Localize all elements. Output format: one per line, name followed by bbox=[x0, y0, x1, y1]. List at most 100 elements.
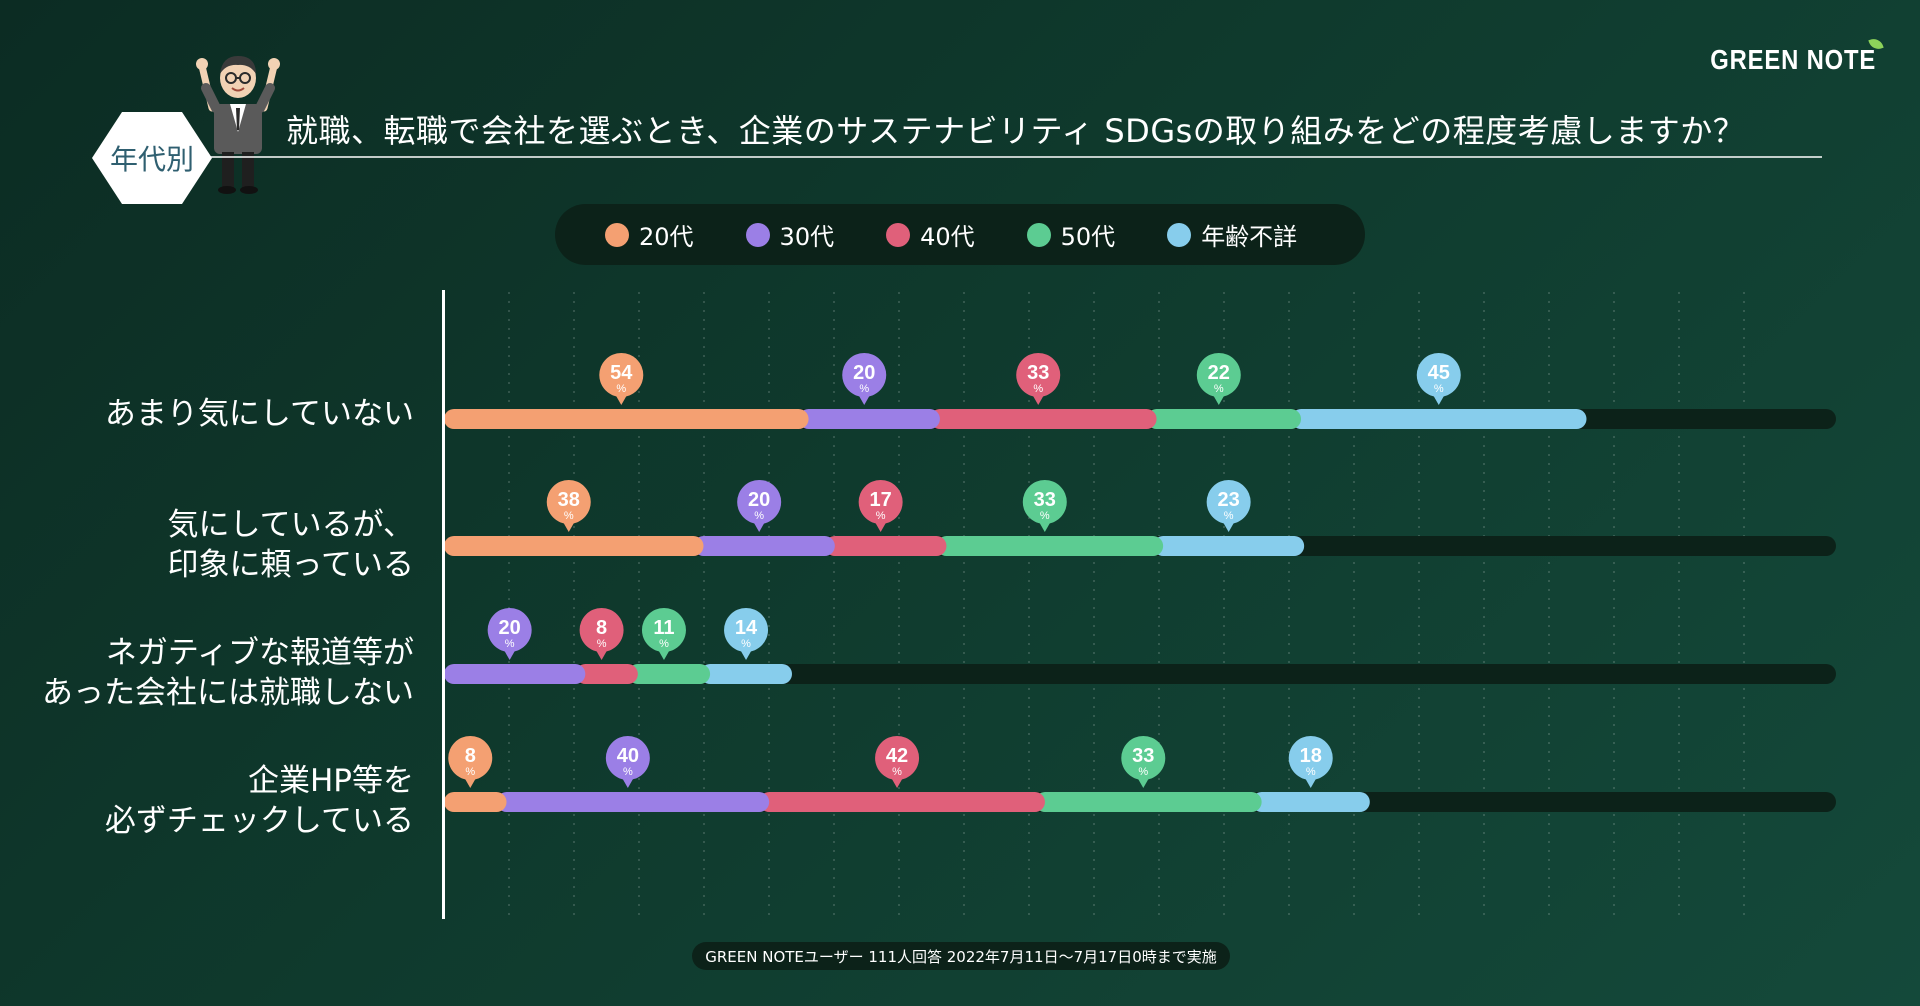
legend: 20代 30代 40代 50代 年齢不詳 bbox=[555, 204, 1365, 265]
callout-bubble bbox=[737, 480, 782, 524]
bar-segment bbox=[444, 536, 704, 556]
brand-logo: GREEN NOTE bbox=[1710, 44, 1876, 75]
businessman-illustration-icon bbox=[196, 56, 280, 194]
data-label: 42 bbox=[886, 745, 908, 767]
data-label: 20 bbox=[499, 617, 521, 639]
chart-title: 就職、転職で会社を選ぶとき、企業のサステナビリティ SDGsの取り組みをどの程度… bbox=[286, 112, 1746, 150]
bar-segment bbox=[936, 536, 1164, 556]
bar-segment bbox=[444, 409, 809, 429]
category-label-line: 必ずチェックしている bbox=[104, 803, 414, 839]
bar-segment bbox=[1251, 792, 1370, 812]
data-label-unit: % bbox=[1306, 766, 1316, 778]
bar-segment bbox=[575, 664, 638, 684]
footnote: GREEN NOTEユーザー 111人回答 2022年7月11日〜7月17日0時… bbox=[692, 942, 1230, 970]
callout-bubble bbox=[724, 608, 769, 652]
footnote-text: GREEN NOTEユーザー 111人回答 2022年7月11日〜7月17日0時… bbox=[705, 947, 1217, 966]
data-label: 20 bbox=[853, 362, 875, 384]
data-label: 54 bbox=[610, 362, 633, 384]
data-label-unit: % bbox=[597, 638, 607, 650]
legend-label-30s: 30代 bbox=[779, 223, 835, 251]
data-label-unit: % bbox=[564, 510, 574, 522]
bar-segment bbox=[1146, 409, 1302, 429]
legend-item-50s: 50代 bbox=[1026, 217, 1116, 252]
data-label: 33 bbox=[1132, 745, 1154, 767]
callout-bubble bbox=[1121, 736, 1166, 780]
callout-bubble bbox=[1288, 736, 1333, 780]
bar-segment bbox=[1291, 409, 1587, 429]
data-label: 45 bbox=[1428, 362, 1450, 384]
data-label-unit: % bbox=[616, 383, 626, 395]
category-label-line: 気にしているが、 bbox=[167, 507, 414, 543]
legend-dot-50s bbox=[1026, 222, 1051, 247]
data-label-unit: % bbox=[1040, 510, 1050, 522]
y-axis-baseline bbox=[442, 290, 445, 919]
callout-bubble bbox=[448, 736, 493, 780]
callout-bubble bbox=[858, 480, 903, 524]
data-label-unit: % bbox=[623, 766, 633, 778]
category-label-line: ネガティブな報道等が bbox=[105, 635, 414, 671]
callout-bubble bbox=[1206, 480, 1251, 524]
data-label-unit: % bbox=[1214, 383, 1224, 395]
callout-bubble bbox=[599, 353, 644, 397]
callout-bubble bbox=[1196, 353, 1241, 397]
legend-label-unknown: 年齢不詳 bbox=[1201, 223, 1298, 251]
bar-segment bbox=[444, 792, 507, 812]
callout-bubble bbox=[1022, 480, 1067, 524]
data-label-unit: % bbox=[1138, 766, 1148, 778]
category-label-line: 企業HP等を bbox=[247, 763, 414, 799]
data-label-unit: % bbox=[892, 766, 902, 778]
data-label: 23 bbox=[1218, 489, 1240, 511]
data-label-unit: % bbox=[1434, 383, 1444, 395]
category-label-not-concerned: あまり気にしていない bbox=[105, 394, 414, 434]
data-label: 40 bbox=[617, 745, 639, 767]
bar-segment bbox=[700, 664, 792, 684]
category-label-check-hp: 企業HP等を 必ずチェックしている bbox=[105, 761, 414, 841]
data-label: 11 bbox=[653, 617, 674, 639]
callout-bubble bbox=[842, 353, 887, 397]
callout-bubble bbox=[1016, 353, 1061, 397]
legend-item-unknown: 年齢不詳 bbox=[1167, 217, 1297, 252]
callout-bubble bbox=[487, 608, 532, 652]
data-label-unit: % bbox=[1224, 510, 1234, 522]
callout-bubble bbox=[1416, 353, 1461, 397]
category-label-impression: 気にしているが、 印象に頼っている bbox=[168, 505, 414, 585]
data-label-unit: % bbox=[741, 638, 751, 650]
legend-dot-unknown bbox=[1167, 222, 1192, 247]
data-label-unit: % bbox=[1033, 383, 1043, 395]
data-label: 33 bbox=[1034, 489, 1056, 511]
data-label: 17 bbox=[870, 489, 892, 511]
category-label-line: あった会社には就職しない bbox=[42, 675, 414, 711]
bar-segment bbox=[798, 409, 940, 429]
bar-track bbox=[444, 664, 1836, 684]
legend-item-20s: 20代 bbox=[605, 217, 694, 252]
data-label: 33 bbox=[1027, 362, 1049, 384]
title-divider bbox=[210, 156, 1822, 158]
data-label: 20 bbox=[748, 489, 770, 511]
bar-segment bbox=[929, 409, 1157, 429]
legend-dot-40s bbox=[886, 222, 911, 247]
data-label-unit: % bbox=[505, 638, 515, 650]
data-label: 38 bbox=[558, 489, 580, 511]
callout-bubble bbox=[875, 736, 920, 780]
bar-segment bbox=[1034, 792, 1262, 812]
category-label-line: あまり気にしていない bbox=[104, 396, 414, 432]
bar-segment bbox=[627, 664, 711, 684]
legend-label-40s: 40代 bbox=[920, 223, 975, 251]
category-label-line: 印象に頼っている bbox=[167, 547, 414, 583]
data-label: 8 bbox=[596, 617, 607, 639]
callout-bubble bbox=[579, 608, 624, 652]
bar-segment bbox=[824, 536, 947, 556]
callout-bubble bbox=[546, 480, 591, 524]
legend-dot-20s bbox=[605, 222, 629, 247]
legend-label-50s: 50代 bbox=[1060, 223, 1116, 251]
bar-segment bbox=[444, 664, 586, 684]
legend-item-40s: 40代 bbox=[886, 217, 975, 252]
data-label: 22 bbox=[1208, 362, 1230, 384]
data-label-unit: % bbox=[754, 510, 764, 522]
data-label-unit: % bbox=[876, 510, 886, 522]
age-group-badge-label: 年代別 bbox=[109, 143, 194, 176]
bar-segment bbox=[693, 536, 835, 556]
data-label: 14 bbox=[735, 617, 758, 639]
bar-segment bbox=[496, 792, 770, 812]
bar-segment bbox=[759, 792, 1045, 812]
